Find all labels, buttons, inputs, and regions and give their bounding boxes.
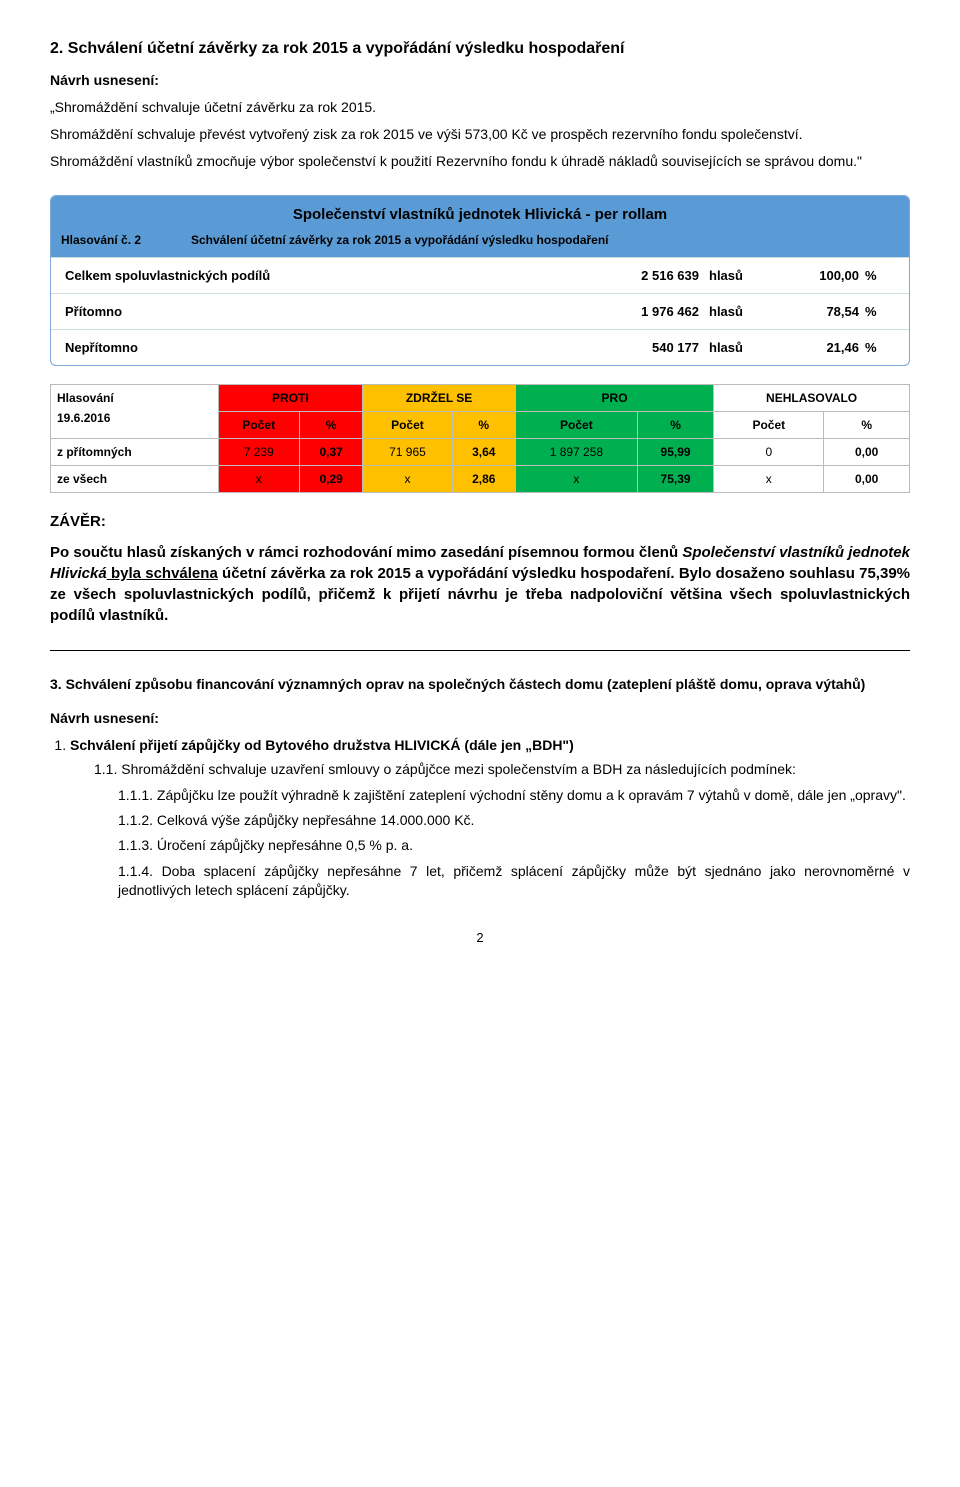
vote-cell: 71 965: [363, 438, 452, 465]
section2-navrh: Návrh usnesení:: [50, 72, 910, 88]
stat-num: 1 976 462: [589, 304, 699, 319]
item1-1-3: 1.1.3. Úročení zápůjčky nepřesáhne 0,5 %…: [118, 836, 910, 855]
item1-1-1: 1.1.1. Zápůjčku lze použít výhradně k za…: [118, 786, 910, 805]
section3-navrh: Návrh usnesení:: [50, 710, 910, 726]
vote-header-nehl: NEHLASOVALO: [714, 384, 910, 411]
item1-1-2: 1.1.2. Celková výše zápůjčky nepřesáhne …: [118, 811, 910, 830]
vote-cell: x: [363, 465, 452, 492]
vote-sub-pct: %: [824, 411, 910, 438]
item1-text: Schválení přijetí zápůjčky od Bytového d…: [70, 737, 574, 753]
item1-1-4: 1.1.4. Doba splacení zápůjčky nepřesáhne…: [118, 862, 910, 901]
vote-cell: 0,37: [300, 438, 363, 465]
section2-para2: Shromáždění schvaluje převést vytvořený …: [50, 125, 910, 144]
vote-sub-pocet: Počet: [515, 411, 637, 438]
stat-pct: 100,00: [769, 268, 859, 283]
item1-1: 1.1. Shromáždění schvaluje uzavření smlo…: [94, 760, 910, 779]
vote-cell: 1 897 258: [515, 438, 637, 465]
vote-cell: 0,29: [300, 465, 363, 492]
vote-cell: 7 239: [218, 438, 300, 465]
summary-pre: Po součtu hlasů získaných v rámci rozhod…: [50, 544, 682, 561]
vote-sub-pct: %: [300, 411, 363, 438]
page-number: 2: [50, 930, 910, 945]
vote-header-zdrzel: ZDRŽEL SE: [363, 384, 516, 411]
stat-pctu: %: [859, 268, 895, 283]
stat-unit: hlasů: [699, 304, 769, 319]
vote-cell: 0,00: [824, 438, 910, 465]
vote-cell: 3,64: [452, 438, 515, 465]
stat-pctu: %: [859, 304, 895, 319]
vote-row-label: z přítomných: [51, 438, 219, 465]
vote-header-proti: PROTI: [218, 384, 363, 411]
vote-cell: 75,39: [637, 465, 713, 492]
stats-title: Společenství vlastníků jednotek Hlivická…: [51, 196, 909, 229]
stats-subtitle-row: Hlasování č. 2 Schválení účetní závěrky …: [51, 229, 909, 257]
section3-list: Schválení přijetí zápůjčky od Bytového d…: [50, 736, 910, 901]
summary-underline: byla schválena: [107, 565, 218, 582]
stat-unit: hlasů: [699, 268, 769, 283]
stat-num: 2 516 639: [589, 268, 699, 283]
section2-para1: „Shromáždění schvaluje účetní závěrku za…: [50, 98, 910, 117]
stat-label: Celkem spoluvlastnických podílů: [65, 268, 589, 283]
vote-header-pro: PRO: [515, 384, 713, 411]
vote-cell: 2,86: [452, 465, 515, 492]
stat-row-total: Celkem spoluvlastnických podílů 2 516 63…: [51, 257, 909, 293]
stat-row-present: Přítomno 1 976 462 hlasů 78,54 %: [51, 293, 909, 329]
vote-sub-pct: %: [637, 411, 713, 438]
section3-item1: Schválení přijetí zápůjčky od Bytového d…: [70, 736, 910, 901]
stat-num: 540 177: [589, 340, 699, 355]
stat-label: Přítomno: [65, 304, 589, 319]
vote-cell: x: [714, 465, 824, 492]
stat-label: Nepřítomno: [65, 340, 589, 355]
vote-cell: 0,00: [824, 465, 910, 492]
vote-header-date: 19.6.2016: [57, 411, 214, 425]
stat-unit: hlasů: [699, 340, 769, 355]
section3-title: 3. Schválení způsobu financování významn…: [50, 675, 910, 694]
stat-pct: 21,46: [769, 340, 859, 355]
vote-header-hlasovani: Hlasování: [57, 391, 214, 405]
vote-cell: 95,99: [637, 438, 713, 465]
zaver-summary: Po součtu hlasů získaných v rámci rozhod…: [50, 542, 910, 626]
section2-title: 2. Schválení účetní závěrky za rok 2015 …: [50, 40, 910, 58]
vote-row-present: z přítomných 7 239 0,37 71 965 3,64 1 89…: [51, 438, 910, 465]
section2-para3: Shromáždění vlastníků zmocňuje výbor spo…: [50, 152, 910, 171]
stats-box: Společenství vlastníků jednotek Hlivická…: [50, 195, 910, 366]
separator: [50, 650, 910, 651]
vote-sub-pocet: Počet: [363, 411, 452, 438]
vote-sub-pocet: Počet: [218, 411, 300, 438]
vote-sub-pct: %: [452, 411, 515, 438]
hlasovani-label: Hlasování č. 2: [61, 233, 191, 247]
zaver-label: ZÁVĚR:: [50, 513, 910, 530]
hlasovani-text: Schválení účetní závěrky za rok 2015 a v…: [191, 233, 899, 247]
vote-table: Hlasování 19.6.2016 PROTI ZDRŽEL SE PRO …: [50, 384, 910, 493]
stat-pctu: %: [859, 340, 895, 355]
vote-cell: 0: [714, 438, 824, 465]
vote-cell: x: [218, 465, 300, 492]
stat-pct: 78,54: [769, 304, 859, 319]
vote-sub-pocet: Počet: [714, 411, 824, 438]
stat-row-absent: Nepřítomno 540 177 hlasů 21,46 %: [51, 329, 909, 365]
vote-cell: x: [515, 465, 637, 492]
vote-row-all: ze všech x 0,29 x 2,86 x 75,39 x 0,00: [51, 465, 910, 492]
vote-row-label: ze všech: [51, 465, 219, 492]
